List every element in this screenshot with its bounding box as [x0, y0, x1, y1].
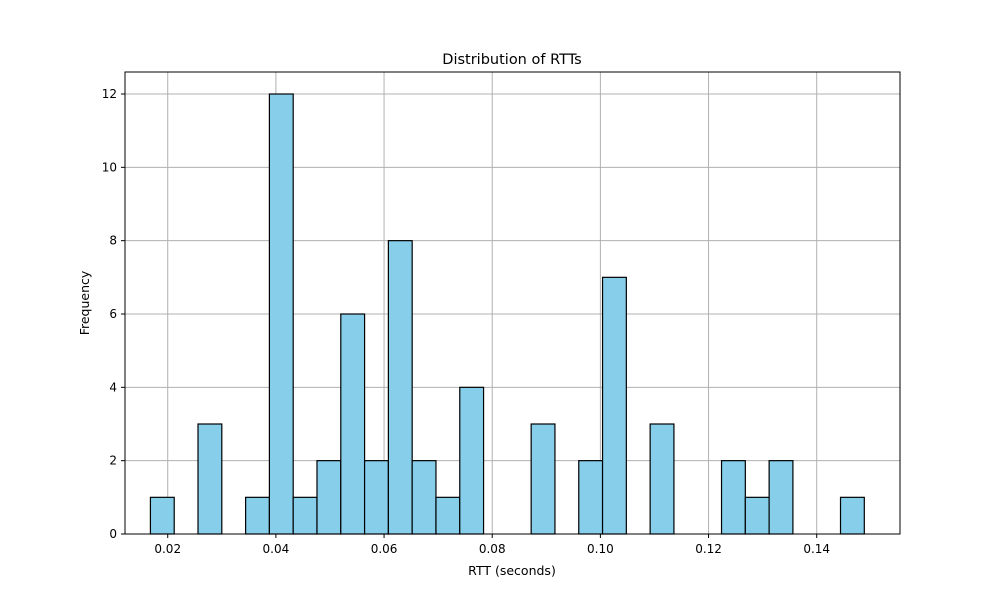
histogram-bar: [363, 460, 389, 535]
x-tick-label: 0.08: [479, 542, 506, 556]
x-axis-ticks: 0.02 0.04 0.06 0.08 0.10 0.12 0.14: [154, 534, 830, 556]
plot-frame: [124, 71, 901, 535]
y-tick-label: 8: [109, 234, 117, 248]
x-tick-label: 0.14: [803, 542, 830, 556]
y-axis-ticks: 0 2 4 6 8 10 12: [102, 87, 125, 541]
histogram-bar: [292, 496, 318, 535]
histogram-bar: [459, 386, 485, 535]
histogram-bar: [435, 496, 461, 535]
x-tick-label: 0.06: [371, 542, 398, 556]
histogram-bar: [601, 276, 627, 535]
y-tick-label: 12: [102, 87, 117, 101]
x-axis-label: RTT (seconds): [468, 563, 556, 578]
histogram-bar: [720, 460, 746, 535]
histogram-bar: [340, 313, 366, 535]
x-tick-label: 0.02: [154, 542, 181, 556]
y-tick-label: 10: [102, 160, 117, 174]
histogram-bar: [839, 496, 865, 535]
x-tick-label: 0.12: [695, 542, 722, 556]
histogram-bar: [530, 423, 556, 535]
y-tick-label: 2: [109, 454, 117, 468]
chart-title: Distribution of RTTs: [442, 52, 581, 68]
x-tick-label: 0.10: [587, 542, 614, 556]
histogram-bar: [411, 460, 437, 535]
histogram-bar: [768, 460, 794, 535]
histogram-bar: [578, 460, 604, 535]
histogram-bar: [245, 496, 270, 535]
histogram-bar: [197, 423, 223, 535]
y-tick-label: 0: [109, 527, 117, 541]
x-tick-label: 0.04: [263, 542, 290, 556]
histogram-bar: [744, 496, 770, 535]
histogram-bar: [268, 93, 294, 535]
histogram-bar: [649, 423, 675, 535]
y-axis-label: Frequency: [77, 270, 92, 335]
histogram-bar: [316, 460, 342, 535]
y-tick-label: 6: [109, 307, 117, 321]
histogram-bar: [387, 240, 413, 535]
y-tick-label: 4: [109, 380, 117, 394]
histogram-bar: [149, 496, 175, 535]
